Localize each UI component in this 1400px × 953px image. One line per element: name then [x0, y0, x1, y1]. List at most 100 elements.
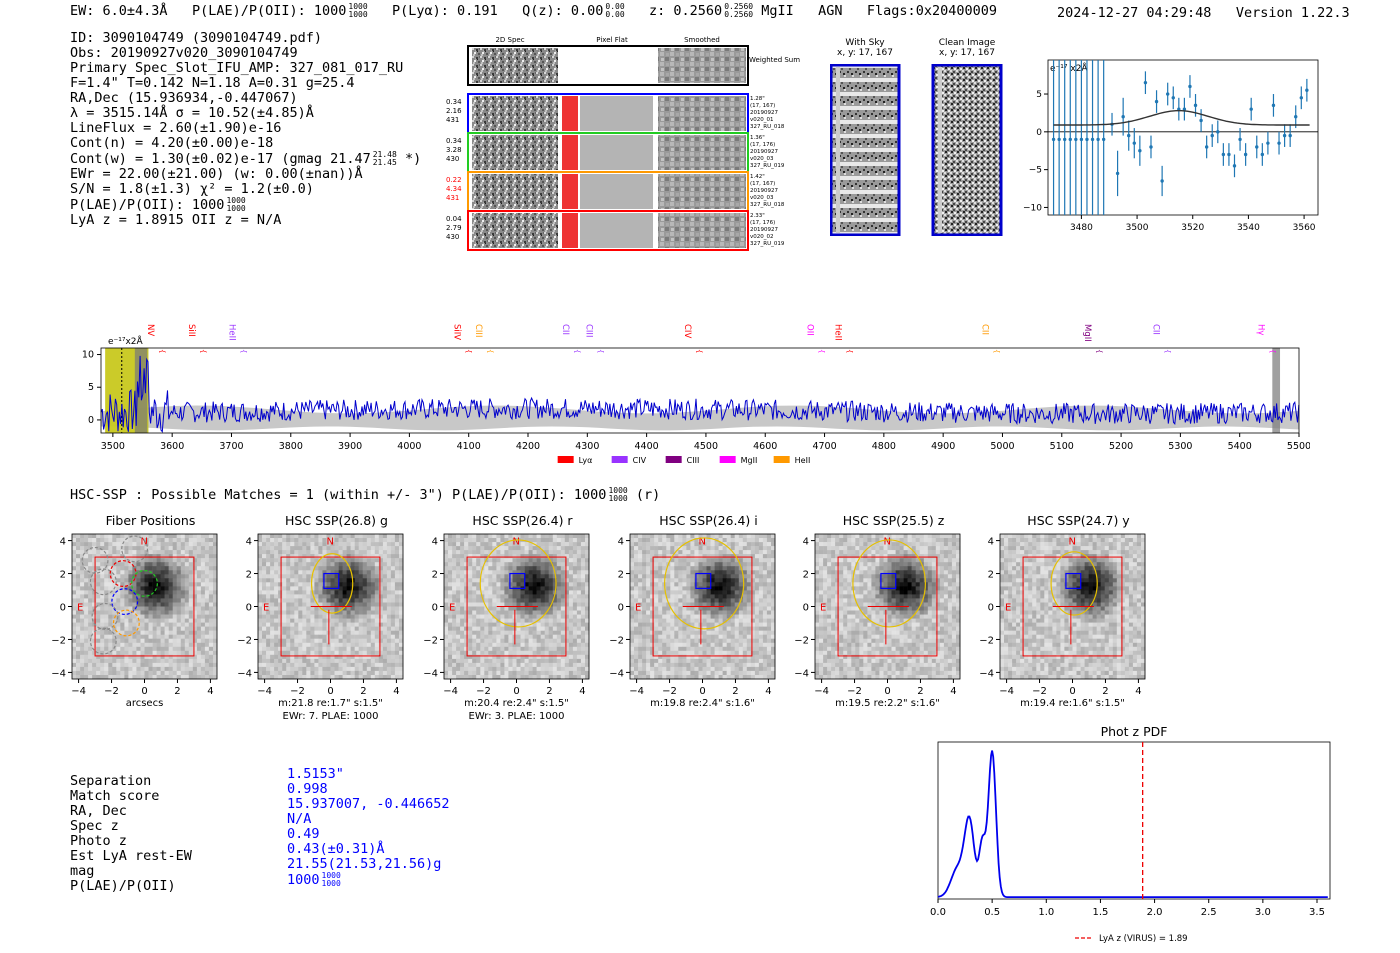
- cutout-header: Pixel Flat: [596, 36, 628, 44]
- aperture-box: [837, 556, 938, 657]
- spectrum-xtick: 5200: [1109, 441, 1133, 452]
- svg-text:{: {: [596, 349, 604, 353]
- emission-line-label: CII: [1150, 324, 1160, 335]
- version: Version 1.22.3: [1235, 5, 1350, 21]
- zoom-point: [1063, 137, 1067, 142]
- photz-xtick: 1.0: [1038, 907, 1054, 918]
- cutout-header: Smoothed: [684, 36, 720, 44]
- fiber-box: [323, 572, 340, 589]
- line-name: MgII: [761, 3, 794, 19]
- hsc-xtick: −4: [71, 686, 86, 697]
- qz-value: Q(z): 0.00: [522, 3, 604, 19]
- match-label: Match score: [70, 788, 160, 804]
- spectrum-ytick: 0: [88, 415, 94, 426]
- zoom-point: [1090, 137, 1095, 142]
- hsc-xtick: −2: [290, 686, 305, 697]
- emission-line-label: SiII: [186, 324, 196, 337]
- cutout-row-stat: 0.22: [446, 176, 462, 184]
- zoom-point: [1143, 80, 1148, 85]
- zoom-point: [1199, 118, 1203, 123]
- zoom-point: [1079, 137, 1084, 142]
- svg-text:{: {: [695, 349, 703, 353]
- hsc-caption: arcsecs: [126, 698, 164, 709]
- hsc-xtick: −2: [847, 686, 862, 697]
- hsc-ytick: 2: [60, 570, 66, 581]
- emission-line-label: Hγ: [1255, 324, 1265, 335]
- hsc-xtick: 4: [207, 686, 213, 697]
- plae-value: P(LAE)/P(OII): 1000: [191, 3, 347, 19]
- spectrum-xtick: 4200: [516, 441, 540, 452]
- cutout-row-stat: 4.34: [446, 185, 462, 193]
- legend-swatch: [665, 456, 682, 463]
- svg-text:{: {: [465, 349, 473, 353]
- hsc-panels: Fiber Positions N E −4 −2 0 2 4 4 2 0 −2 −4 arcsecs HS…: [0, 510, 1400, 725]
- fiber-circle: [81, 546, 109, 574]
- hsc-panel: HSC SSP(24.7) y N E −4 −2 0 2 4 4 2 0 −2 −4 m:19.4 re…: [978, 510, 1168, 729]
- match-label: P(LAE)/P(OII): [70, 878, 176, 894]
- aperture-box: [280, 556, 381, 657]
- detection-info: ID: 3090104749 (3090104749.pdf) Obs: 201…: [70, 31, 421, 228]
- photz-pdf-curve: [937, 750, 1328, 898]
- spectrum-xtick: 3900: [338, 441, 362, 452]
- spectrum-xtick: 3800: [279, 441, 303, 452]
- timestamp: 2024-12-27 04:29:48: [1057, 5, 1212, 21]
- east-label: E: [1005, 603, 1011, 614]
- hsc-panel: HSC SSP(25.5) z N E −4 −2 0 2 4 4 2 0 −2 −4 m:19.5 re…: [793, 510, 983, 729]
- spectrum-xtick: 3600: [160, 441, 184, 452]
- match-table: Separation Match score RA, Dec Spec z Photo …: [70, 774, 192, 894]
- hsc-ytick: 4: [618, 537, 624, 548]
- spectrum-xtick: 4500: [694, 441, 718, 452]
- photz-xtick: 2.0: [1147, 907, 1163, 918]
- spectrum-xtick: 4400: [635, 441, 659, 452]
- zoom-point: [1051, 137, 1056, 142]
- zoom-point: [1160, 179, 1164, 183]
- cutout-row-meta: (17, 176): [750, 142, 775, 148]
- photz-legend: LyA z (VIRUS) = 1.89: [1099, 934, 1188, 944]
- cutout-row-meta: v020_01: [750, 117, 774, 123]
- zoom-point: [1299, 96, 1303, 100]
- hsc-ytick: 2: [246, 570, 252, 581]
- hsc-xtick: 0: [327, 686, 333, 697]
- zoom-point: [1305, 88, 1309, 92]
- spectrum-xtick: 4100: [457, 441, 481, 452]
- info-line: LineFlux = 2.60(±1.90)e-16: [70, 120, 282, 136]
- zoom-xtick: 3520: [1181, 223, 1204, 233]
- photz-xtick: 3.0: [1255, 907, 1271, 918]
- zoom-point: [1101, 137, 1106, 142]
- spectrum-xtick: 4000: [397, 441, 421, 452]
- zoom-point: [1171, 96, 1175, 100]
- hsc-panel-title: HSC SSP(26.8) g: [285, 513, 388, 528]
- fiber-circle: [111, 588, 139, 616]
- hsc-xtick: 4: [1135, 686, 1141, 697]
- hsc-xtick: −2: [476, 686, 491, 697]
- match-values: 1.5153" 0.998 15.937007, -0.446652 N/A 0.49 0…: [287, 767, 450, 888]
- hsc-summary: HSC-SSP : Possible Matches = 1 (within +…: [70, 486, 661, 504]
- zoom-point: [1221, 152, 1226, 157]
- cutout-row-stat: 430: [446, 233, 459, 241]
- cutout-row-meta: 327_RU_018: [750, 202, 785, 208]
- zoom-point: [1255, 145, 1259, 149]
- hsc-ytick: −4: [794, 668, 809, 679]
- cutout-row-meta: 1.42": [750, 174, 765, 180]
- hsc-ytick: −2: [609, 635, 624, 646]
- flags-value: Flags:0x20400009: [866, 3, 997, 19]
- clean-image-title: Clean Image: [938, 38, 996, 48]
- spectrum-xtick: 5300: [1168, 441, 1192, 452]
- zoom-point: [1271, 103, 1276, 108]
- hsc-xtick: 0: [141, 686, 147, 697]
- legend-label: CIV: [633, 456, 647, 465]
- zoom-point: [1294, 115, 1298, 119]
- north-label: N: [1069, 537, 1076, 548]
- svg-text:{: {: [486, 349, 494, 353]
- spectrum-xtick: 4600: [753, 441, 777, 452]
- hsc-ytick: 0: [803, 603, 809, 614]
- match-value: 1.5153": [287, 766, 344, 782]
- hsc-panel: HSC SSP(26.4) i N E −4 −2 0 2 4 4 2 0 −2 −4 m:19.8 re…: [608, 510, 798, 729]
- hsc-ytick: −4: [423, 668, 438, 679]
- svg-text:{: {: [239, 349, 247, 353]
- cutout-row-stat: 2.79: [446, 224, 462, 232]
- hsc-xtick: −4: [629, 686, 644, 697]
- zoom-point: [1057, 137, 1061, 142]
- hsc-ytick: −2: [237, 635, 252, 646]
- zoom-ytick: 5: [1036, 90, 1042, 100]
